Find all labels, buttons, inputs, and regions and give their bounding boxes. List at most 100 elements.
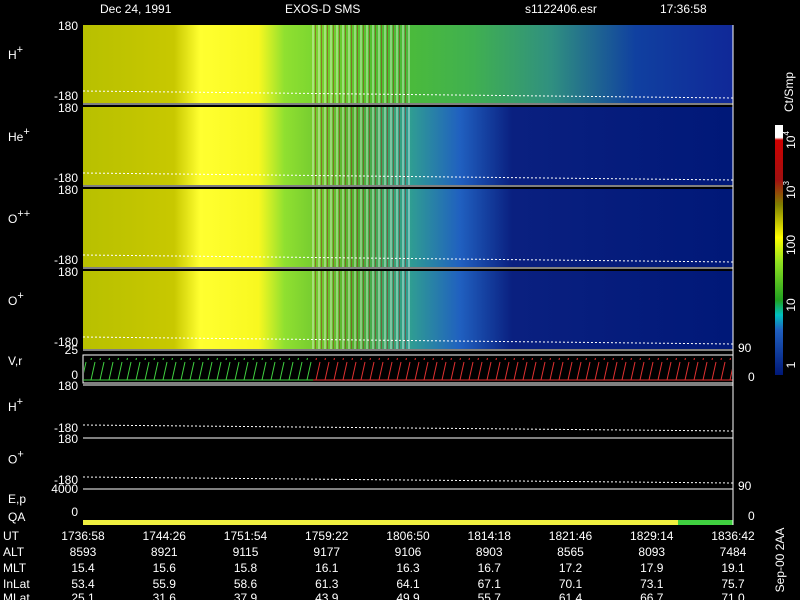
row-label: UT: [3, 529, 20, 543]
tick-label: 90: [738, 479, 752, 493]
header-file: s1122406.esr: [525, 2, 597, 16]
cell: 16.3: [396, 561, 420, 575]
tick-label: -180: [54, 335, 78, 349]
pitch-trace: [82, 336, 734, 345]
cell: 1759:22: [305, 529, 349, 543]
cell: 1736:58: [61, 529, 105, 543]
cell: 61.3: [315, 577, 339, 591]
tick-label: 180: [58, 265, 78, 279]
cell: 1806:50: [386, 529, 430, 543]
ion-charge: ++: [17, 208, 30, 220]
cell: 1814:18: [468, 529, 512, 543]
cell: 9115: [233, 545, 259, 559]
tick-label: 180: [58, 183, 78, 197]
spectrogram-stripes: [310, 107, 410, 185]
cell: 37.9: [234, 591, 258, 600]
vr-left: [84, 358, 314, 380]
ion-label: O+: [8, 290, 24, 308]
tick-label: 180: [58, 379, 78, 393]
colorbar-label: 104: [782, 131, 798, 149]
tick-label: -180: [54, 171, 78, 185]
ion-label: O++: [8, 208, 30, 226]
row-label: ALT: [3, 545, 25, 559]
colorbar-exp: 3: [782, 181, 791, 186]
colorbar-unit: Ct/Smp: [782, 72, 796, 112]
cell: 75.7: [721, 577, 745, 591]
header-time: 17:36:58: [660, 2, 707, 16]
vr-right: [313, 358, 732, 380]
cell: 49.9: [396, 591, 420, 600]
cell: 8903: [476, 545, 503, 559]
colorbar-base: 1: [784, 361, 798, 368]
cell: 7484: [720, 545, 747, 559]
cell: 9106: [395, 545, 422, 559]
cell: 71.0: [721, 591, 745, 600]
tick-label: 90: [738, 341, 752, 355]
footer: Sep-00 2AA: [773, 528, 787, 593]
cell: 15.6: [153, 561, 177, 575]
cell: 55.9: [153, 577, 177, 591]
cell: 16.7: [478, 561, 502, 575]
tick-label: -180: [54, 253, 78, 267]
panel-label: V,r: [8, 354, 22, 368]
pitch-trace: [82, 476, 734, 484]
cell: 8565: [557, 545, 584, 559]
pitch-trace: [82, 172, 734, 181]
plot-layer: Dec 24, 1991 EXOS-D SMS s1122406.esr 17:36:…: [3, 2, 798, 600]
cell: 25.1: [71, 591, 95, 600]
header-instrument: EXOS-D SMS: [285, 2, 360, 16]
colorbar-base: 100: [784, 235, 798, 255]
ion-name: O: [8, 294, 17, 308]
tick-label: -180: [54, 89, 78, 103]
tick-label: 180: [58, 101, 78, 115]
pitch-trace: [82, 90, 734, 99]
colorbar-base: 10: [784, 298, 798, 312]
tick-label: 0: [748, 509, 755, 523]
ion-name: O: [8, 453, 17, 467]
cell: 43.9: [315, 591, 339, 600]
panel-label: QA: [8, 510, 25, 524]
row-label: MLT: [3, 561, 27, 575]
colorbar-label: 10: [784, 298, 798, 312]
tick-label: 0: [748, 370, 755, 384]
ion-charge: +: [17, 448, 23, 460]
header-date: Dec 24, 1991: [100, 2, 172, 16]
panel-label: E,p: [8, 492, 26, 506]
ion-charge: +: [17, 396, 23, 408]
spectrogram-stripes: [310, 25, 410, 103]
cell: 8593: [70, 545, 97, 559]
ion-name: H: [8, 48, 17, 62]
cell: 19.1: [721, 561, 745, 575]
colorbar-exp: 4: [782, 131, 791, 136]
qa-bar: [83, 520, 678, 525]
ion-label: He+: [8, 126, 30, 144]
cell: 15.4: [71, 561, 95, 575]
qa-bar: [678, 520, 733, 525]
ion-charge: +: [17, 290, 23, 302]
cell: 1751:54: [224, 529, 268, 543]
cell: 1829:14: [630, 529, 674, 543]
ion-charge: +: [23, 126, 29, 138]
tick-label: -180: [54, 473, 78, 487]
cell: 17.2: [559, 561, 583, 575]
cell: 8093: [638, 545, 665, 559]
cell: 8921: [151, 545, 178, 559]
cell: 9177: [313, 545, 340, 559]
cell: 66.7: [640, 591, 664, 600]
cell: 61.4: [559, 591, 583, 600]
tick-label: 0: [71, 505, 78, 519]
colorbar: [775, 125, 783, 375]
cell: 70.1: [559, 577, 583, 591]
ion-label: O+: [8, 448, 24, 466]
cell: 1836:42: [711, 529, 755, 543]
cell: 64.1: [396, 577, 420, 591]
tick-label: 180: [58, 19, 78, 33]
row-label: InLat: [3, 577, 30, 591]
cell: 67.1: [478, 577, 502, 591]
spectrogram-stripes: [310, 271, 410, 349]
pitch-trace: [82, 254, 734, 263]
cell: 1744:26: [143, 529, 187, 543]
tick-label: 0: [71, 368, 78, 382]
